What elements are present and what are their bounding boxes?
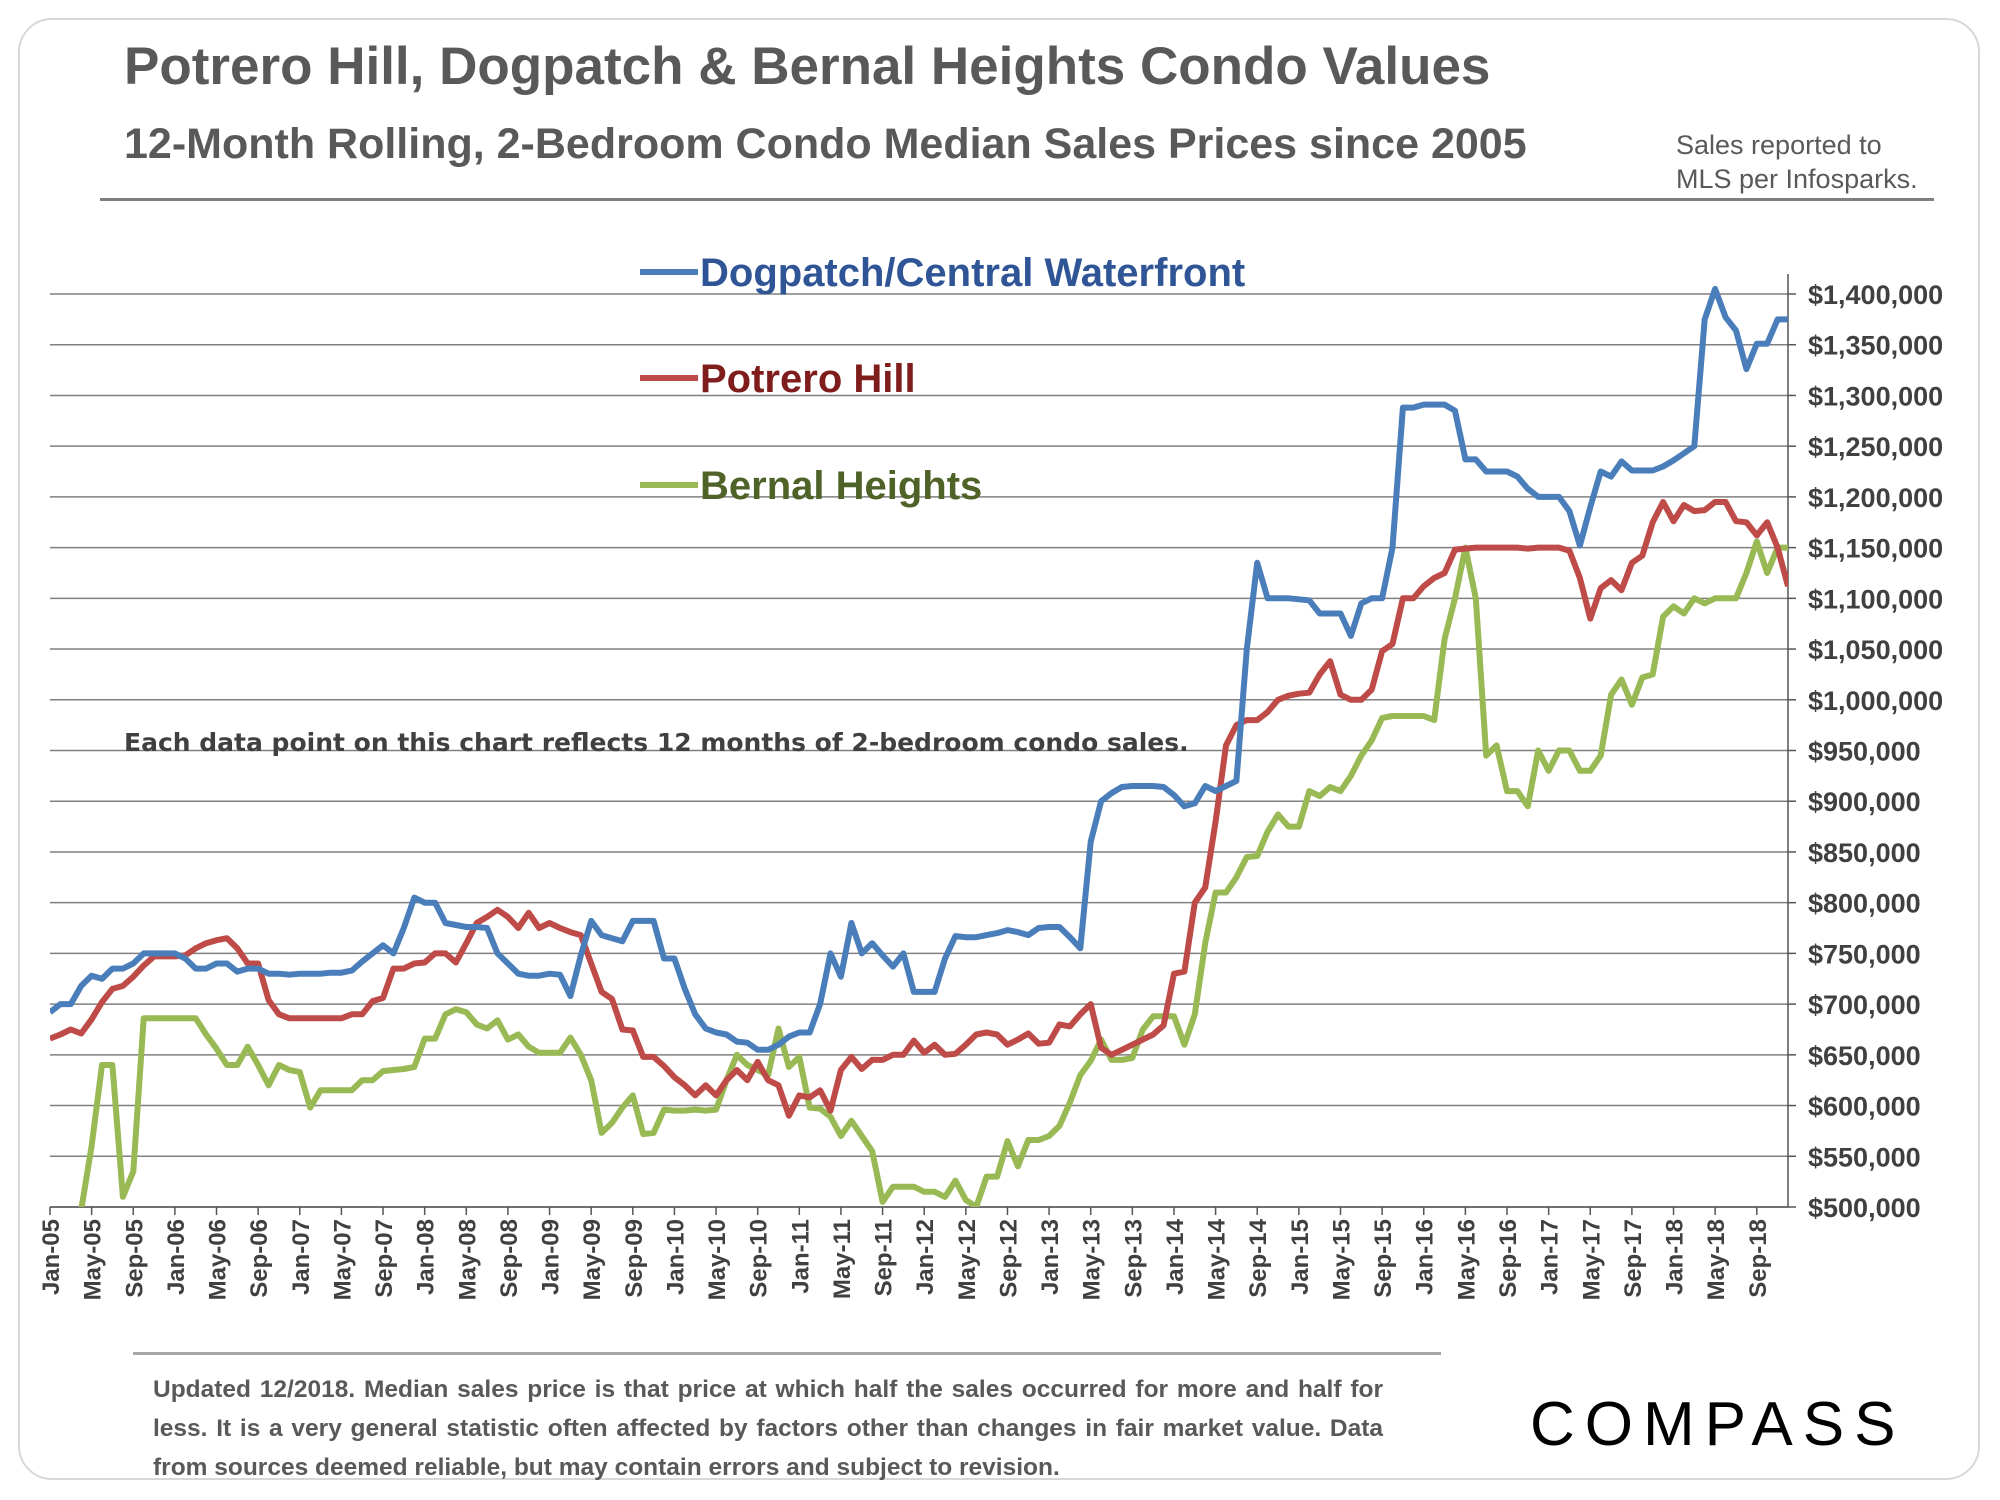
- x-tick-label: Sep-16: [1495, 1219, 1522, 1298]
- outer-frame: [18, 18, 1980, 1480]
- legend-label-bernal: Bernal Heights: [700, 464, 982, 508]
- x-tick-label: May-13: [1079, 1219, 1106, 1300]
- x-tick-label: Sep-14: [1245, 1218, 1272, 1297]
- y-tick-label: $550,000: [1808, 1142, 1921, 1172]
- header-divider: [100, 198, 1934, 201]
- x-tick-label: Jan-07: [288, 1219, 315, 1295]
- series-line-potrero: [50, 499, 1788, 1119]
- x-tick-label: May-11: [829, 1219, 856, 1299]
- x-tick-label: Sep-10: [746, 1219, 773, 1298]
- compass-logo-text: COMPASS: [1530, 1390, 1905, 1459]
- page-subtitle: 12-Month Rolling, 2-Bedroom Condo Median…: [124, 120, 1527, 168]
- x-tick-label: May-18: [1703, 1219, 1730, 1300]
- legend-label-dogpatch: Dogpatch/Central Waterfront: [700, 251, 1245, 295]
- series-line-dogpatch: [50, 285, 1788, 1053]
- y-tick-label: $800,000: [1808, 889, 1921, 919]
- y-tick-label: $1,100,000: [1808, 584, 1943, 614]
- x-tick-label: Jan-10: [662, 1219, 689, 1295]
- x-tick-label: Sep-06: [246, 1219, 273, 1298]
- x-axis: Jan-05 May-05 Sep-05 Jan-06 May-06 Sep-06 Jan-…: [38, 1206, 1788, 1300]
- y-tick-label: $950,000: [1808, 737, 1921, 767]
- y-tick-label: $600,000: [1808, 1092, 1921, 1122]
- x-tick-label: Jan-15: [1287, 1219, 1314, 1295]
- chart-series: [50, 285, 1788, 1207]
- x-tick-label: Sep-12: [995, 1219, 1022, 1298]
- x-tick-label: Jan-13: [1037, 1219, 1064, 1295]
- x-tick-label: May-15: [1328, 1219, 1355, 1300]
- footnote: Updated 12/2018. Median sales price is t…: [153, 1376, 1383, 1481]
- x-tick-label: May-05: [80, 1219, 107, 1300]
- source-note: Sales reported to MLS per Infosparks.: [1676, 128, 1976, 196]
- y-tick-label: $1,350,000: [1808, 331, 1943, 361]
- y-tick-label: $850,000: [1808, 838, 1921, 868]
- x-tick-label: Jan-12: [912, 1219, 939, 1295]
- x-tick-label: Sep-05: [121, 1219, 148, 1298]
- x-tick-label: May-10: [704, 1219, 731, 1300]
- y-tick-label: $1,000,000: [1808, 686, 1943, 716]
- y-tick-label: $750,000: [1808, 939, 1921, 969]
- source-line-1: Sales reported to: [1676, 130, 1882, 160]
- x-tick-label: May-14: [1204, 1218, 1231, 1300]
- series-line-bernal: [78, 538, 1788, 1207]
- x-tick-label: Jan-11: [787, 1219, 814, 1294]
- x-tick-label: May-12: [954, 1219, 981, 1300]
- y-tick-label: $700,000: [1808, 990, 1921, 1020]
- x-tick-label: Jan-14: [1162, 1218, 1189, 1295]
- x-tick-label: Jan-08: [413, 1219, 440, 1295]
- x-tick-label: Jan-05: [38, 1219, 65, 1295]
- x-tick-label: May-17: [1578, 1219, 1605, 1300]
- y-tick-label: $1,300,000: [1808, 381, 1943, 411]
- x-tick-label: Sep-09: [621, 1219, 648, 1298]
- y-tick-label: $1,050,000: [1808, 635, 1943, 665]
- y-tick-label: $500,000: [1808, 1193, 1921, 1223]
- x-tick-label: Jan-16: [1412, 1219, 1439, 1295]
- x-tick-label: Jan-06: [163, 1219, 190, 1295]
- x-tick-label: Sep-15: [1370, 1219, 1397, 1298]
- page-title: Potrero Hill, Dogpatch & Bernal Heights …: [124, 37, 1491, 96]
- x-tick-label: May-06: [205, 1219, 232, 1300]
- y-tick-label: $650,000: [1808, 1041, 1921, 1071]
- y-tick-label: $1,150,000: [1808, 534, 1943, 564]
- x-tick-label: May-07: [329, 1219, 356, 1300]
- source-line-2: MLS per Infosparks.: [1676, 164, 1918, 194]
- x-tick-label: May-08: [454, 1219, 481, 1300]
- x-tick-label: May-16: [1453, 1219, 1480, 1300]
- x-tick-label: Jan-17: [1537, 1219, 1564, 1295]
- x-tick-label: May-09: [579, 1219, 606, 1300]
- x-tick-label: Sep-13: [1120, 1219, 1147, 1298]
- y-axis: $500,000 $550,000 $600,000 $650,000 $700,000…: [1787, 274, 1943, 1223]
- x-tick-label: Sep-18: [1745, 1219, 1772, 1298]
- y-tick-label: $900,000: [1808, 787, 1921, 817]
- y-tick-label: $1,250,000: [1808, 432, 1943, 462]
- chart-annotation: Each data point on this chart reflects 1…: [124, 728, 1189, 757]
- x-tick-label: Sep-17: [1620, 1219, 1647, 1298]
- y-tick-label: $1,200,000: [1808, 483, 1943, 513]
- x-tick-label: Jan-18: [1662, 1219, 1689, 1295]
- compass-logo: COMPASS: [1530, 1390, 1905, 1459]
- legend-label-potrero: Potrero Hill: [700, 357, 916, 401]
- x-tick-label: Jan-09: [538, 1219, 565, 1295]
- footer-divider: [133, 1352, 1441, 1355]
- chart-legend: Dogpatch/Central Waterfront Potrero Hill B…: [640, 251, 1245, 508]
- y-tick-label: $1,400,000: [1808, 280, 1943, 310]
- x-tick-label: Sep-11: [871, 1219, 898, 1296]
- x-tick-label: Sep-07: [371, 1219, 398, 1298]
- x-tick-label: Sep-08: [496, 1219, 523, 1298]
